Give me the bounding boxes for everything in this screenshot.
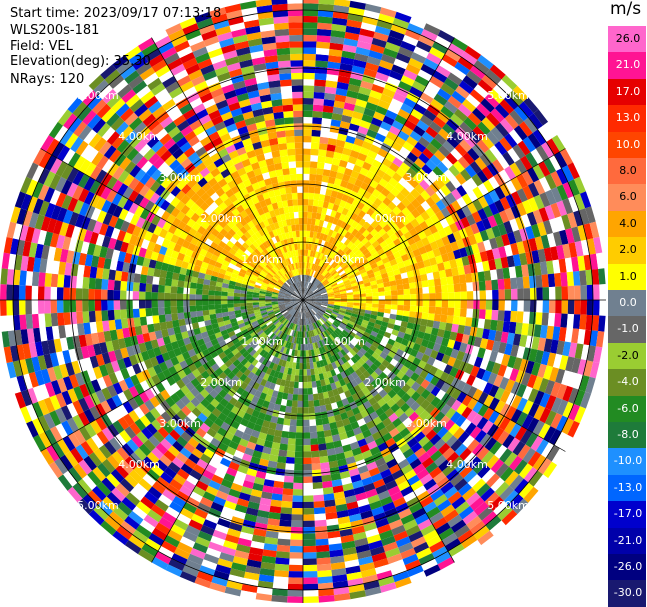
instrument-label: WLS200s-181 <box>10 23 100 38</box>
range-ring-label: 3.00km <box>159 171 201 184</box>
colorbar-tick-label: -4.0 <box>617 375 639 389</box>
colorbar-tick-label: -30.0 <box>613 586 643 600</box>
nrays-label: NRays: 120 <box>10 72 85 87</box>
velocity-sectors <box>0 0 606 603</box>
azimuth-spoke <box>302 148 566 301</box>
colorbar-tick-label: -26.0 <box>613 560 643 573</box>
colorbar-tick-label: -10.0 <box>613 454 643 468</box>
range-ring-label: 5.00km <box>77 499 119 512</box>
colorbar-tick-label: 10.0 <box>615 137 641 151</box>
colorbar-swatch <box>608 158 646 185</box>
colorbar-swatch <box>608 184 646 212</box>
azimuth-spoke <box>40 148 304 301</box>
colorbar-swatch <box>608 342 646 370</box>
colorbar-swatch <box>608 52 646 80</box>
colorbar-swatch <box>608 395 646 423</box>
azimuth-spoke <box>302 37 455 301</box>
range-ring-label: 4.00km <box>446 458 488 471</box>
colorbar-swatch <box>608 290 646 317</box>
range-ring-label: 5.00km <box>77 89 119 102</box>
colorbar-swatch <box>608 501 646 529</box>
azimuth-spokes <box>0 0 606 603</box>
azimuth-spoke <box>151 37 304 301</box>
azimuth-spoke <box>302 299 566 452</box>
range-ring-label: 2.00km <box>364 376 406 389</box>
colorbar-tick-label: -8.0 <box>617 428 639 441</box>
colorbar-tick-label: 6.0 <box>619 190 637 204</box>
colorbar-swatch <box>608 527 646 555</box>
colorbar-tick-label: 2.0 <box>619 243 637 257</box>
range-ring-label: 1.00km <box>241 335 283 348</box>
range-ring-label: 2.00km <box>364 212 406 225</box>
colorbar-swatch <box>608 131 646 159</box>
colorbar-swatch <box>608 78 646 106</box>
azimuth-spoke <box>302 299 455 563</box>
range-ring-label: 2.00km <box>200 212 242 225</box>
colorbar-tick-label: -17.0 <box>613 507 643 521</box>
colorbar-swatch <box>608 554 646 581</box>
range-ring-label: 3.00km <box>405 417 447 430</box>
colorbar-tick-label: 0.0 <box>619 296 637 309</box>
colorbar-tick-label: -6.0 <box>617 401 639 415</box>
colorbar-unit-label: m/s <box>610 0 642 19</box>
colorbar-swatch <box>608 210 646 238</box>
range-ring-label: 4.00km <box>446 130 488 143</box>
colorbar-swatch <box>608 105 646 133</box>
colorbar-tick-label: -13.0 <box>613 480 643 494</box>
colorbar-tick-label: 21.0 <box>615 58 641 72</box>
elevation-label: Elevation(deg): 35.30 <box>10 54 151 69</box>
range-ring-label: 1.00km <box>323 253 365 266</box>
colorbar-swatch <box>608 316 646 344</box>
colorbar-tick-label: -21.0 <box>613 533 643 547</box>
range-ring-label: 4.00km <box>118 458 160 471</box>
colorbar-swatch <box>608 369 646 397</box>
range-ring-label: 4.00km <box>118 130 160 143</box>
range-ring-labels: 1.00km 2.00km 3.00km 4.00km 5.00km 1.00km 2.00… <box>77 89 529 512</box>
colorbar-swatch <box>608 580 646 607</box>
colorbar-tick-label: 13.0 <box>615 111 641 125</box>
start-time-label: Start time: 2023/09/17 07:13:18 <box>10 6 222 21</box>
range-ring-label: 3.00km <box>159 417 201 430</box>
colorbar-swatch <box>608 448 646 476</box>
azimuth-spoke <box>40 299 304 452</box>
colorbar-swatch <box>608 474 646 502</box>
colorbar-tick-label: -1.0 <box>617 322 639 336</box>
range-ring-label: 3.00km <box>405 171 447 184</box>
colorbar-tick-label: 1.0 <box>619 269 637 283</box>
range-ring-label: 5.00km <box>487 89 529 102</box>
azimuth-spoke <box>151 299 304 563</box>
colorbar-tick-label: 8.0 <box>619 164 637 177</box>
colorbar-swatch <box>608 422 646 449</box>
range-ring-label: 1.00km <box>323 335 365 348</box>
colorbar-swatch <box>608 26 646 53</box>
range-ring-label: 2.00km <box>200 376 242 389</box>
colorbar-tick-label: 26.0 <box>615 32 641 45</box>
colorbar-tick-label: 4.0 <box>619 216 637 230</box>
colorbar-tick-label: -2.0 <box>617 348 639 362</box>
field-label: Field: VEL <box>10 39 73 54</box>
range-ring-label: 5.00km <box>487 499 529 512</box>
range-ring-label: 1.00km <box>241 253 283 266</box>
colorbar-swatch <box>608 263 646 291</box>
colorbar-tick-label: 17.0 <box>615 84 641 98</box>
colorbar-swatch <box>608 237 646 265</box>
